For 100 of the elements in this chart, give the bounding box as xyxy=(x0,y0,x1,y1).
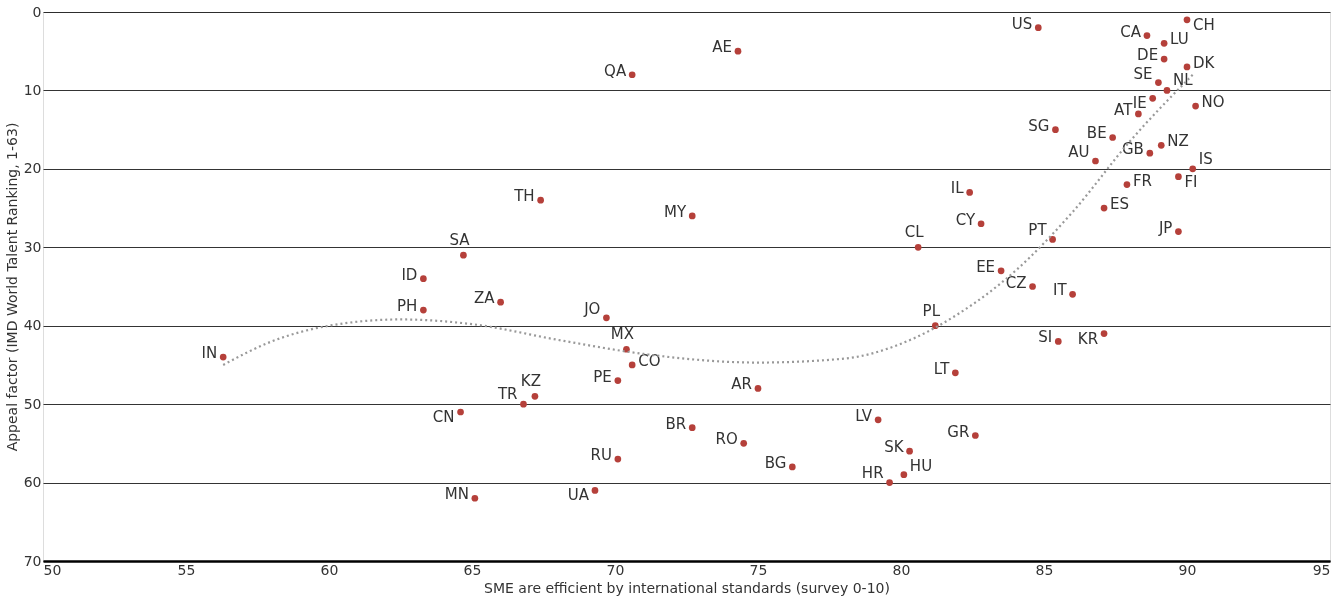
point xyxy=(734,47,742,55)
data-label: AU xyxy=(1068,143,1090,162)
data-label: CL xyxy=(904,223,925,242)
x-axis-title: SME are efficient by international standards (survey 0-10) xyxy=(484,579,890,596)
data-label: RO xyxy=(715,430,738,449)
x-tick-label: 95 xyxy=(1312,561,1331,578)
data-label: PH xyxy=(397,297,418,316)
data-label: IT xyxy=(1053,281,1068,300)
x-tick-label: 65 xyxy=(463,561,482,578)
x-tick-label: 55 xyxy=(177,561,196,578)
data-label: SI xyxy=(1038,328,1053,347)
point xyxy=(914,243,922,251)
point xyxy=(1149,94,1157,102)
point xyxy=(537,196,544,204)
data-label: IS xyxy=(1198,149,1213,168)
point xyxy=(420,275,427,282)
data-label: IN xyxy=(201,344,218,363)
point xyxy=(1049,236,1056,243)
data-label: PT xyxy=(1028,221,1048,240)
point xyxy=(614,455,622,463)
data-label: CO xyxy=(638,351,661,370)
x-tick-label: 50 xyxy=(43,561,62,578)
point xyxy=(1183,16,1191,24)
y-axis-title: Appeal factor (IMD World Talent Ranking, 1-63) xyxy=(3,122,20,452)
point xyxy=(966,189,973,196)
y-tick-label: 0 xyxy=(32,3,42,20)
point xyxy=(788,463,796,471)
point xyxy=(1157,141,1165,149)
point xyxy=(688,424,696,432)
point xyxy=(471,494,479,502)
point xyxy=(906,447,913,455)
point xyxy=(1143,32,1151,39)
point xyxy=(1135,110,1142,118)
data-label: QA xyxy=(604,61,627,80)
point xyxy=(874,416,882,424)
data-label: JP xyxy=(1157,218,1173,237)
y-tick-label: 10 xyxy=(23,81,42,98)
data-label: CZ xyxy=(1005,273,1027,292)
point xyxy=(628,361,636,369)
data-label: IE xyxy=(1132,94,1147,113)
point xyxy=(591,487,599,494)
y-tick-label: 50 xyxy=(23,395,42,412)
x-tick-label: 70 xyxy=(606,561,625,578)
point xyxy=(1100,330,1108,337)
data-label: NL xyxy=(1172,71,1194,90)
data-label: AR xyxy=(731,375,752,394)
x-tick-label: 60 xyxy=(320,561,339,578)
point xyxy=(1123,181,1131,188)
data-label: IL xyxy=(950,179,965,198)
point xyxy=(1160,40,1168,47)
data-label: LT xyxy=(933,359,951,378)
data-label: CA xyxy=(1120,22,1142,41)
data-label: SE xyxy=(1133,64,1153,83)
point xyxy=(754,385,762,392)
data-label: FI xyxy=(1184,172,1198,191)
point xyxy=(951,369,959,377)
data-label: RU xyxy=(590,446,612,465)
data-label: HR xyxy=(861,463,884,482)
y-tick-label: 30 xyxy=(23,238,42,255)
data-label: CY xyxy=(955,210,976,229)
data-label: HU xyxy=(909,456,933,475)
point xyxy=(1163,87,1171,94)
data-label: AE xyxy=(712,38,732,57)
point xyxy=(886,479,893,486)
data-label: ES xyxy=(1110,195,1130,214)
point xyxy=(1160,55,1168,63)
data-label: FR xyxy=(1132,171,1152,190)
point xyxy=(497,298,504,306)
x-tick-label: 85 xyxy=(1035,561,1054,578)
y-tick-label: 20 xyxy=(23,160,42,177)
data-label: JO xyxy=(583,299,601,318)
data-label: GR xyxy=(947,422,970,441)
point xyxy=(1100,204,1108,212)
point xyxy=(457,408,464,416)
data-label: TR xyxy=(496,385,518,404)
point xyxy=(1189,165,1197,173)
data-label: BG xyxy=(764,453,787,472)
point xyxy=(1155,79,1162,86)
point xyxy=(614,377,622,384)
point xyxy=(520,400,527,408)
point xyxy=(900,471,908,479)
point xyxy=(1146,149,1154,157)
point xyxy=(1052,126,1059,133)
data-label: EE xyxy=(976,257,996,276)
data-label: NZ xyxy=(1167,132,1189,151)
x-tick-label: 75 xyxy=(749,561,768,578)
data-label: DE xyxy=(1137,46,1159,65)
data-label: MY xyxy=(664,202,688,221)
point xyxy=(420,306,427,314)
data-label: LV xyxy=(855,406,873,425)
point xyxy=(531,392,539,400)
data-label: ID xyxy=(401,265,418,284)
point xyxy=(1034,24,1042,32)
point xyxy=(688,212,696,220)
data-label: PL xyxy=(922,301,941,320)
point xyxy=(628,71,636,79)
point xyxy=(1054,338,1062,345)
point xyxy=(972,432,979,439)
point xyxy=(219,353,227,361)
point xyxy=(1175,173,1182,181)
